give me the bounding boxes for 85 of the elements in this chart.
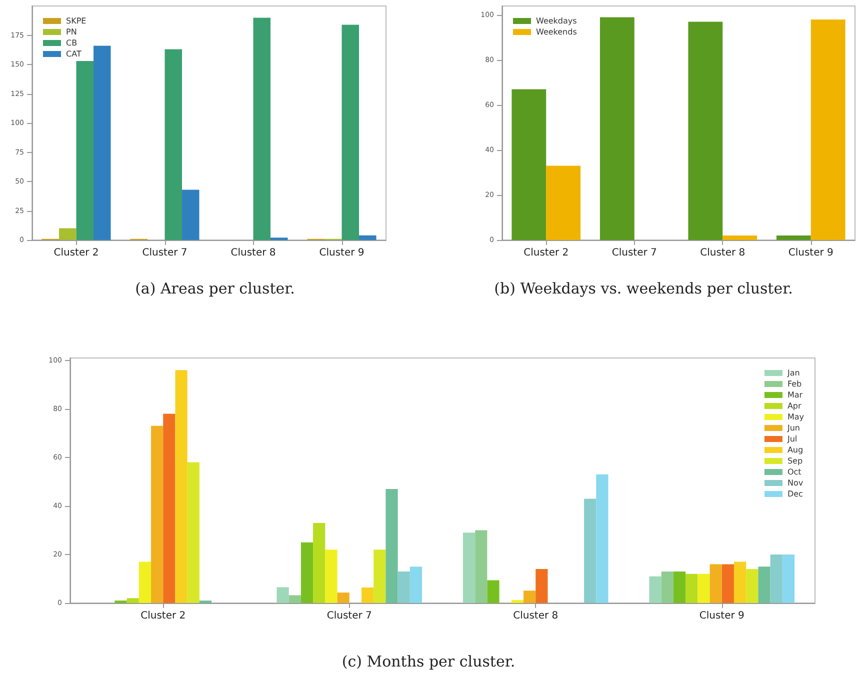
bar	[151, 426, 164, 603]
bar	[511, 600, 524, 603]
bar	[734, 562, 746, 603]
x-tick-label: Cluster 2	[140, 610, 186, 622]
bar	[649, 576, 662, 603]
bar	[325, 550, 338, 603]
bar	[76, 60, 94, 240]
bar	[782, 554, 795, 603]
x-tick-label: Cluster 2	[54, 248, 99, 258]
bar	[536, 569, 548, 603]
bar	[584, 498, 596, 603]
bar	[164, 49, 182, 240]
legend-label: Jun	[786, 424, 800, 432]
legend-label: SKPE	[66, 16, 86, 26]
bar	[758, 566, 770, 603]
legend-label: Apr	[787, 402, 802, 410]
bar	[182, 190, 200, 240]
bar	[475, 530, 488, 603]
bar	[359, 235, 376, 240]
bar	[126, 598, 139, 603]
bar	[288, 595, 301, 603]
legend-label: CB	[66, 38, 78, 48]
legend-label: Aug	[787, 446, 804, 454]
bar	[710, 564, 722, 603]
bar	[746, 569, 758, 603]
bar	[138, 562, 152, 603]
bar	[661, 571, 674, 603]
bar	[187, 462, 200, 603]
bar	[776, 236, 811, 240]
text: (b) Weekdays vs. weekends per cluster.	[494, 280, 793, 298]
legend-label: Nov	[787, 478, 804, 488]
bar	[386, 488, 398, 603]
bar	[313, 522, 326, 603]
bar	[698, 574, 710, 603]
x-tick-label: Cluster 7	[142, 248, 188, 258]
legend-label: Weekends	[536, 28, 577, 36]
bar	[58, 228, 76, 240]
bar	[398, 571, 410, 603]
legend-label: Dec	[787, 490, 803, 498]
legend-label: Mar	[787, 390, 804, 400]
legend-label: PN	[66, 28, 77, 36]
text: (a) Areas per cluster.	[135, 280, 295, 298]
legend-label: CAT	[66, 50, 82, 58]
bar	[722, 564, 734, 603]
x-tick-label: Cluster 9	[788, 248, 834, 258]
bar	[600, 17, 634, 240]
text: (c) Months per cluster.	[342, 652, 516, 670]
bar	[175, 370, 188, 603]
legend-label: Weekdays	[536, 16, 577, 26]
x-tick-label: Cluster 7	[326, 610, 372, 622]
x-tick-label: Cluster 9	[699, 610, 744, 622]
legend-label: Jan	[786, 368, 800, 378]
bar	[462, 532, 476, 603]
bar	[300, 542, 314, 603]
x-tick-label: Cluster 8	[230, 248, 276, 258]
bar	[374, 550, 386, 603]
bar	[596, 474, 608, 603]
bar	[253, 18, 271, 240]
x-tick-label: Cluster 8	[513, 610, 558, 622]
bar	[410, 566, 422, 603]
x-tick-label: Cluster 8	[700, 248, 746, 258]
bar	[512, 89, 546, 240]
bar	[770, 554, 782, 603]
bar	[361, 587, 374, 603]
x-tick-label: Cluster 7	[612, 248, 657, 258]
bar	[487, 580, 500, 603]
bar	[524, 590, 536, 603]
bar	[673, 571, 686, 603]
legend-label: Jul	[786, 434, 798, 444]
bar	[686, 574, 698, 603]
legend-label: Oct	[787, 468, 802, 476]
legend-label: May	[787, 412, 804, 422]
x-tick-label: Cluster 2	[524, 248, 569, 258]
bar	[722, 236, 758, 240]
bar	[810, 20, 846, 240]
bar	[163, 414, 176, 603]
bar	[342, 24, 360, 240]
bar	[337, 592, 350, 603]
legend-label: Feb	[787, 380, 802, 388]
x-tick-label: Cluster 9	[319, 248, 364, 258]
bar	[546, 166, 581, 240]
bar	[688, 22, 723, 240]
bar	[94, 46, 111, 240]
bar	[276, 587, 289, 603]
legend-label: Sep	[787, 456, 803, 466]
